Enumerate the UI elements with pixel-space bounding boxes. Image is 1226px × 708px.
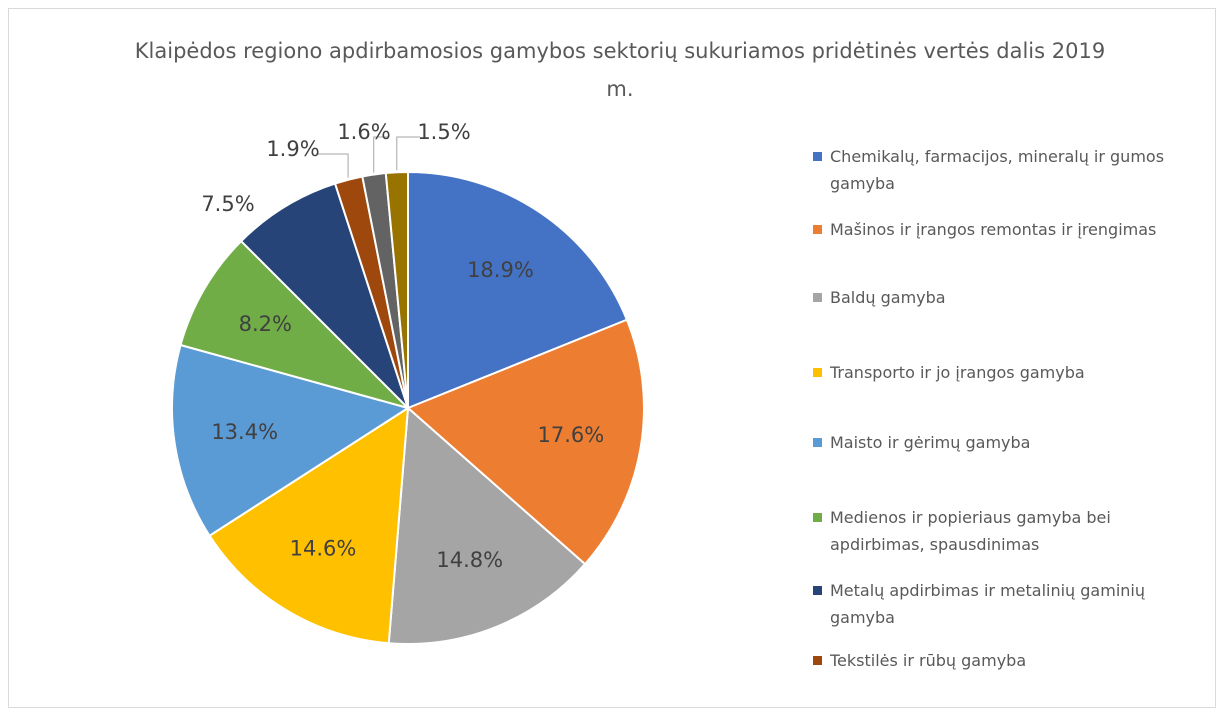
leader-line (396, 136, 420, 171)
legend-swatch (813, 513, 822, 522)
legend-item: Tekstilės ir rūbų gamyba (813, 647, 1173, 674)
legend-swatch (813, 656, 822, 665)
legend-swatch (813, 438, 822, 447)
legend-item: Metalų apdirbimas ir metalinių gaminių g… (813, 577, 1173, 631)
pie-slice (384, 170, 409, 409)
legend-swatch (813, 152, 822, 161)
legend-item: Chemikalų, farmacijos, mineralų ir gumos… (813, 143, 1173, 197)
pie-slice (387, 405, 587, 645)
pie-slice (208, 406, 410, 645)
data-label: 17.6% (537, 423, 604, 447)
data-label: 8.2% (239, 312, 292, 336)
data-label: 14.8% (436, 548, 503, 572)
legend-label: Chemikalų, farmacijos, mineralų ir gumos… (830, 147, 1165, 193)
leader-line (317, 153, 349, 178)
legend-label: Metalų apdirbimas ir metalinių gaminių g… (830, 581, 1145, 627)
pie-slice (407, 170, 629, 410)
legend-label: Mašinos ir įrangos remontas ir įrengimas (830, 220, 1157, 239)
data-label: 18.9% (467, 258, 534, 282)
legend-item: Baldų gamyba (813, 284, 1173, 311)
legend-label: Transporto ir jo įrangos gamyba (830, 363, 1085, 382)
data-label: 7.5% (201, 192, 254, 216)
legend-swatch (813, 586, 822, 595)
leader-line (373, 136, 388, 173)
legend-item: Maisto ir gėrimų gamyba (813, 429, 1173, 456)
data-label: 1.6% (337, 120, 390, 144)
legend-swatch (813, 293, 822, 302)
legend-swatch (813, 368, 822, 377)
legend-item: Transporto ir jo įrangos gamyba (813, 359, 1173, 386)
chart-title: Klaipėdos regiono apdirbamosios gamybos … (134, 39, 1106, 101)
pie-slice (406, 318, 645, 566)
data-label: 1.9% (266, 137, 319, 161)
legend-label: Medienos ir popieriaus gamyba bei apdirb… (830, 508, 1111, 554)
pie-slice (179, 239, 412, 410)
legend-swatch (813, 225, 822, 234)
pie-slice (239, 182, 409, 409)
data-label: 14.6% (290, 537, 357, 561)
legend-label: Baldų gamyba (830, 288, 946, 307)
data-label: 13.4% (211, 420, 278, 444)
legend-label: Maisto ir gėrimų gamyba (830, 433, 1031, 452)
legend-item: Mašinos ir įrangos remontas ir įrengimas (813, 216, 1173, 243)
legend-label: Tekstilės ir rūbų gamyba (830, 651, 1027, 670)
data-label: 1.5% (417, 120, 470, 144)
legend-item: Medienos ir popieriaus gamyba bei apdirb… (813, 504, 1173, 558)
